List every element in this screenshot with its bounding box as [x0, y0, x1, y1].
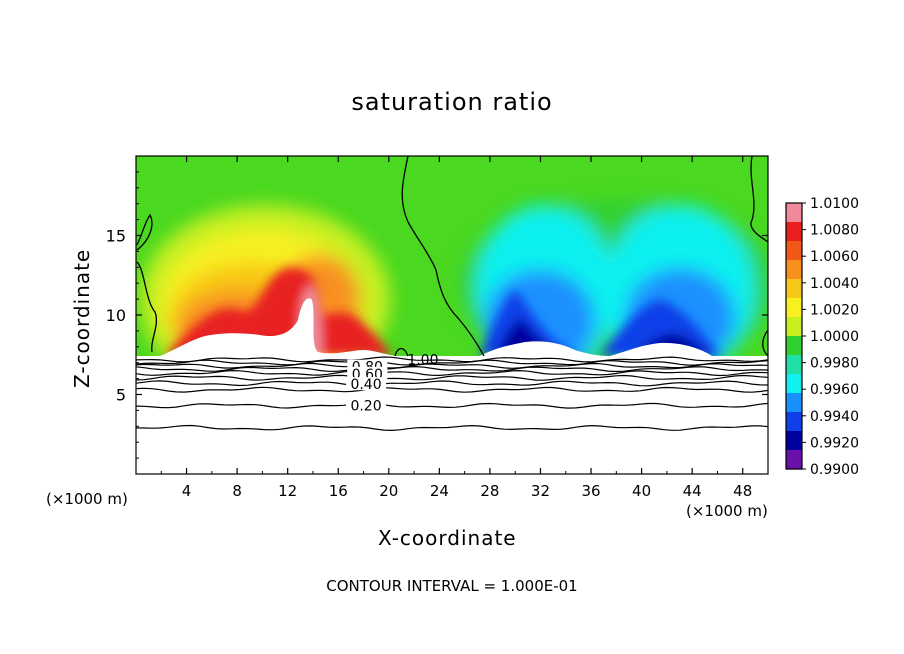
y-axis: 5 10 15	[106, 171, 768, 459]
contour-label: 0.40	[350, 377, 381, 393]
colorbar-swatch	[786, 279, 802, 299]
x-tick-label: 4	[182, 482, 192, 500]
colorbar-tick-label: 0.9960	[810, 382, 859, 398]
x-axis-label: X-coordinate	[378, 526, 517, 550]
contour-line	[136, 356, 768, 363]
x-tick-label: 24	[430, 482, 449, 500]
colorbar-tick-label: 1.0040	[810, 276, 859, 292]
y-tick-label: 10	[106, 306, 126, 325]
contour-line	[136, 380, 768, 387]
x-axis: 4 8 12 16 20 24 28 32 36 40 44 48	[160, 156, 752, 500]
contour-label: 0.20	[350, 399, 381, 415]
colorbar-swatch	[786, 412, 802, 432]
y-tick-label: 15	[106, 227, 126, 246]
colorbar-tick-label: 1.0080	[810, 223, 859, 239]
colorbar-tick-label: 1.0060	[810, 249, 859, 265]
colorbar-tick-label: 1.0020	[810, 302, 859, 318]
colorbar-swatch	[786, 317, 802, 337]
colorbar-tick-label: 0.9920	[810, 435, 859, 451]
contour-line	[136, 374, 768, 381]
colorbar-swatch	[786, 222, 802, 242]
lower-contour-lines	[136, 356, 768, 432]
x-tick-label: 20	[379, 482, 398, 500]
colorbar-swatch	[786, 203, 802, 223]
colorbar-tick-label: 0.9900	[810, 462, 859, 478]
contour-line	[136, 424, 768, 432]
x-tick-label: 48	[733, 482, 752, 500]
colorbar-swatch	[786, 260, 802, 280]
x-tick-label: 32	[531, 482, 550, 500]
x-tick-label: 12	[278, 482, 297, 500]
x-tick-label: 16	[329, 482, 348, 500]
x-tick-label: 28	[480, 482, 499, 500]
colorbar-tick-label: 1.0000	[810, 329, 859, 345]
colorbar-swatch	[786, 374, 802, 394]
colorbar-swatch	[786, 431, 802, 451]
x-tick-label: 40	[632, 482, 651, 500]
colorbar-tick-label: 1.0100	[810, 196, 859, 212]
colorbar-tick-label: 0.9940	[810, 409, 859, 425]
x-tick-label: 44	[683, 482, 702, 500]
contour-line	[136, 369, 768, 377]
colorbar-swatch	[786, 393, 802, 413]
colorbar: 1.0100 1.0080 1.0060 1.0040 1.0020 1.0000 0.99…	[785, 196, 859, 478]
contour-labels: 1.000.800.600.400.20	[346, 353, 439, 415]
colorbar-swatch	[786, 298, 802, 318]
x-tick-label: 8	[232, 482, 242, 500]
x-unit-left: (×1000 m)	[46, 490, 128, 508]
y-tick-label: 5	[116, 386, 126, 405]
contour-label: 1.00	[407, 353, 438, 369]
colorbar-swatch	[786, 355, 802, 375]
colorbar-swatch	[786, 336, 802, 356]
x-tick-label: 36	[581, 482, 600, 500]
contour-interval-note: CONTOUR INTERVAL = 1.000E-01	[326, 577, 578, 595]
contour-label-bg	[346, 377, 387, 391]
x-unit-right: (×1000 m)	[686, 502, 768, 520]
contour-label-bg	[346, 398, 387, 412]
chart-title: saturation ratio	[351, 88, 553, 116]
contour-line	[136, 365, 768, 373]
contour-line	[136, 386, 768, 393]
color-field	[136, 156, 768, 474]
colorbar-swatch	[786, 450, 802, 470]
colorbar-swatch	[786, 241, 802, 261]
contour-line	[136, 402, 768, 409]
colorbar-tick-label: 0.9980	[810, 356, 859, 372]
contour-line	[136, 359, 768, 366]
contour-label-bg	[347, 366, 388, 380]
